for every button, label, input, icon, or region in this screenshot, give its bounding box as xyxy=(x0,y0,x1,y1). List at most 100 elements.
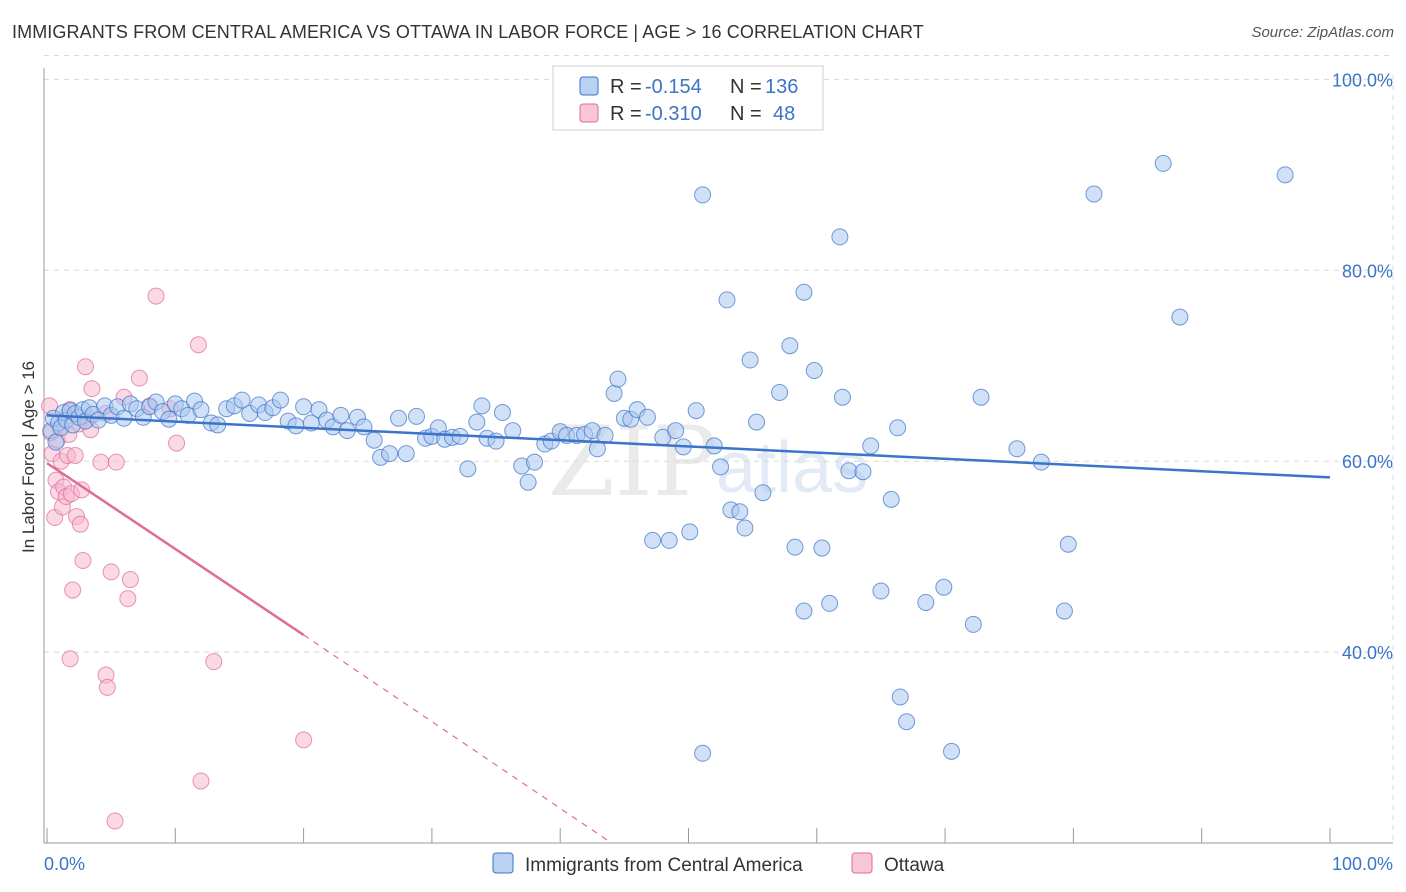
ottawa-point xyxy=(121,571,139,589)
ottawa-point xyxy=(130,369,148,387)
central-america-point xyxy=(272,391,290,409)
central-america-point xyxy=(889,419,907,437)
ottawa-point xyxy=(83,380,101,398)
ottawa-point xyxy=(168,434,186,452)
ottawa-point xyxy=(98,678,116,696)
central-america-point xyxy=(1276,166,1294,184)
y-tick-label-80: 80.0% xyxy=(1342,261,1393,281)
central-america-point xyxy=(833,388,851,406)
central-america-point xyxy=(504,422,522,440)
legend-r-label-2: R = xyxy=(610,103,642,125)
central-america-point xyxy=(935,578,953,596)
central-america-point xyxy=(731,503,749,521)
legend-n-value-2: 48 xyxy=(773,103,795,125)
ottawa-point xyxy=(76,358,94,376)
bottom-legend-swatch-blue xyxy=(492,852,514,874)
central-america-point xyxy=(609,370,627,388)
central-america-point xyxy=(487,432,505,450)
central-america-point xyxy=(943,742,961,760)
trend-lines xyxy=(46,414,1331,844)
y-axis-title: In Labor Force | Age > 16 xyxy=(19,361,38,553)
central-america-point xyxy=(712,458,730,476)
chart-title: IMMIGRANTS FROM CENTRAL AMERICA VS OTTAW… xyxy=(12,22,924,42)
ottawa-point xyxy=(92,453,110,471)
legend-swatch-pink xyxy=(579,103,599,123)
central-america-point xyxy=(355,418,373,436)
ottawa-point xyxy=(192,772,210,790)
source-credit: Source: ZipAtlas.com xyxy=(1251,24,1394,41)
central-america-point xyxy=(1059,535,1077,553)
legend-n-label-1: N = xyxy=(730,76,762,98)
x-tick-labels: 0.0% 100.0% xyxy=(44,854,1393,874)
central-america-point xyxy=(468,413,486,431)
central-america-point xyxy=(891,688,909,706)
central-america-point xyxy=(694,744,712,762)
central-america-point xyxy=(638,408,656,426)
central-america-point xyxy=(667,422,685,440)
central-america-point xyxy=(1085,185,1103,203)
correlation-legend: R = -0.154 N = 136 R = -0.310 N = 48 xyxy=(552,65,824,131)
legend-r-value-1: -0.154 xyxy=(645,76,702,98)
bottom-legend-swatch-pink xyxy=(851,852,873,874)
y-tick-label-60: 60.0% xyxy=(1342,452,1393,472)
central-america-point xyxy=(192,401,210,419)
central-america-point xyxy=(741,351,759,369)
central-america-point xyxy=(882,490,900,508)
x-tick-label-min: 0.0% xyxy=(44,854,85,874)
central-america-point xyxy=(160,410,178,428)
central-america-point xyxy=(694,186,712,204)
central-america-point xyxy=(705,437,723,455)
watermark: ZIP atlas xyxy=(548,406,868,518)
central-america-point xyxy=(718,291,736,309)
central-america-point xyxy=(459,460,477,478)
central-america-point xyxy=(287,417,305,435)
trend-ottawa-dashed xyxy=(303,634,612,844)
legend-r-label-1: R = xyxy=(610,76,642,98)
central-america-point xyxy=(972,388,990,406)
central-america-point xyxy=(840,462,858,480)
central-america-point xyxy=(831,228,849,246)
x-tick-label-max: 100.0% xyxy=(1332,854,1393,874)
y-tick-label-100: 100.0% xyxy=(1332,70,1393,90)
central-america-point xyxy=(1055,602,1073,620)
central-america-point xyxy=(736,519,754,537)
central-america-point xyxy=(473,397,491,415)
central-america-point xyxy=(687,402,705,420)
ottawa-point xyxy=(106,812,124,830)
central-america-point xyxy=(771,383,789,401)
series-central-america-points xyxy=(42,154,1294,762)
central-america-point xyxy=(795,283,813,301)
y-tick-labels: 40.0% 60.0% 80.0% 100.0% xyxy=(1332,70,1393,663)
trend-central-america xyxy=(46,414,1331,479)
central-america-point xyxy=(365,431,383,449)
central-america-point xyxy=(660,531,678,549)
central-america-point xyxy=(1154,154,1172,172)
central-america-point xyxy=(1171,308,1189,326)
legend-r-value-2: -0.310 xyxy=(645,103,702,125)
central-america-point xyxy=(805,362,823,380)
central-america-point xyxy=(813,539,831,557)
central-america-point xyxy=(233,391,251,409)
central-america-point xyxy=(862,437,880,455)
central-america-point xyxy=(605,384,623,402)
ottawa-point xyxy=(189,336,207,354)
central-america-point xyxy=(493,404,511,422)
bottom-legend-label-blue: Immigrants from Central America xyxy=(525,855,803,876)
ottawa-point xyxy=(66,446,84,464)
central-america-point xyxy=(872,582,890,600)
central-america-point xyxy=(781,337,799,355)
central-america-point xyxy=(917,593,935,611)
ottawa-point xyxy=(205,653,223,671)
central-america-point xyxy=(526,453,544,471)
central-america-point xyxy=(681,523,699,541)
ottawa-point xyxy=(119,590,137,608)
central-america-point xyxy=(408,407,426,425)
central-america-point xyxy=(1008,440,1026,458)
series-ottawa-points xyxy=(41,287,313,830)
central-america-point xyxy=(898,713,916,731)
central-america-point xyxy=(964,615,982,633)
central-america-point xyxy=(786,538,804,556)
ottawa-point xyxy=(73,481,91,499)
central-america-point xyxy=(332,406,350,424)
